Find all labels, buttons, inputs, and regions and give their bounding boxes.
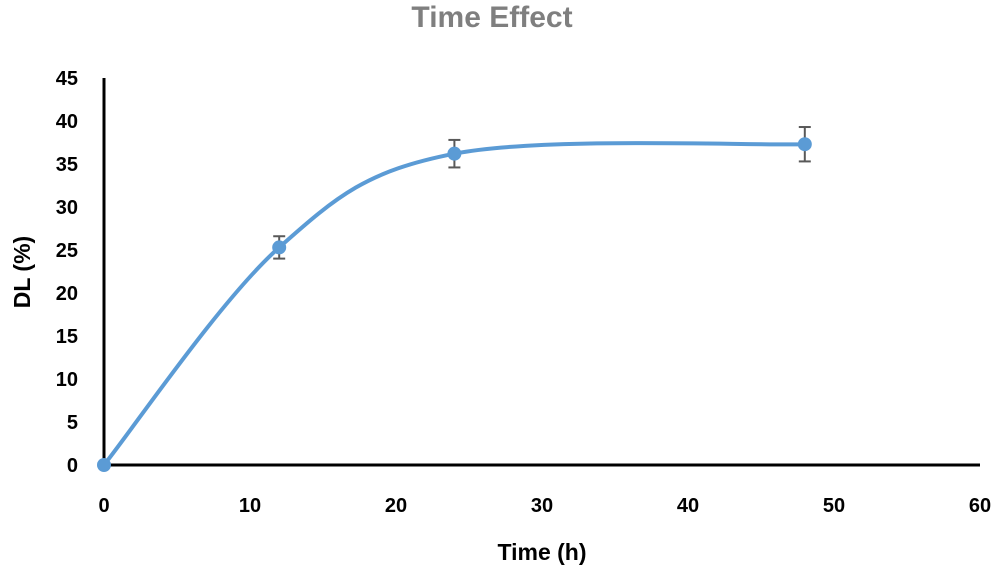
x-tick-label: 60 [969,495,991,517]
data-point [447,146,462,161]
x-tick-label: 20 [385,495,407,517]
data-point [272,240,287,255]
y-tick-label: 5 [67,412,78,434]
x-tick-label: 0 [98,495,109,517]
series-line [102,141,805,467]
x-tick-label: 50 [823,495,845,517]
y-tick-label: 40 [56,111,78,133]
y-tick-label: 25 [56,240,78,262]
chart-title: Time Effect [411,1,572,34]
y-tick-label: 35 [56,154,78,176]
x-tick-label: 10 [239,495,261,517]
y-tick-label: 15 [56,326,78,348]
y-tick-label: 20 [56,283,78,305]
data-point [97,458,111,472]
x-axis-label: Time (h) [497,539,586,565]
x-tick-label: 30 [531,495,553,517]
y-axis-label: DL (%) [9,236,35,308]
y-tick-label: 10 [56,369,78,391]
x-tick-label: 40 [677,495,699,517]
y-tick-label: 45 [56,68,78,90]
y-tick-label: 0 [67,455,78,477]
data-point [797,137,812,152]
y-tick-label: 30 [56,197,78,219]
